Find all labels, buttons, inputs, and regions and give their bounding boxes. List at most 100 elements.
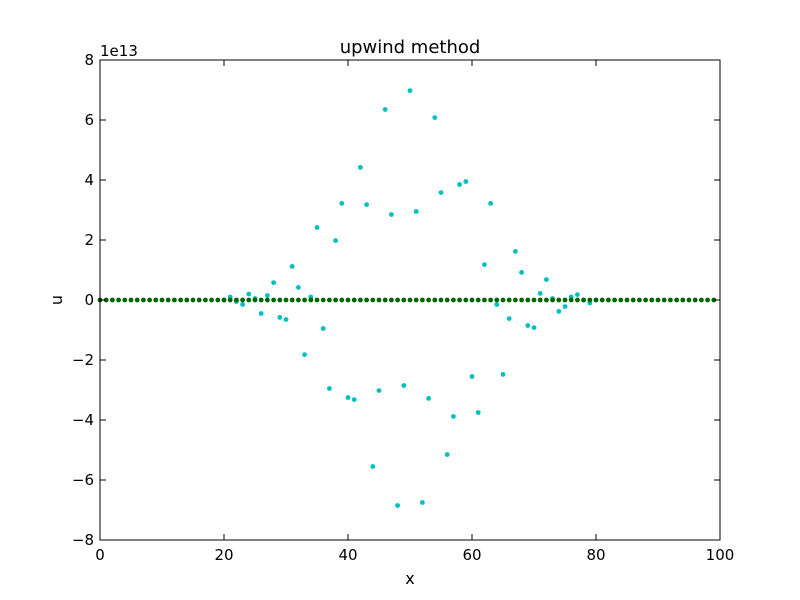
- data-point: [153, 297, 159, 303]
- data-point: [382, 107, 388, 112]
- data-point: [544, 297, 549, 303]
- data-point: [277, 315, 283, 320]
- data-point: [562, 297, 568, 303]
- y-tick-label: 8: [84, 51, 94, 69]
- data-point: [519, 270, 524, 275]
- data-point: [364, 297, 369, 303]
- data-point: [308, 297, 314, 303]
- x-tick-label: 100: [706, 546, 735, 564]
- data-point: [494, 297, 500, 303]
- x-tick-label: 80: [586, 546, 605, 564]
- data-point: [463, 179, 469, 184]
- data-point: [302, 297, 307, 303]
- data-point: [413, 297, 419, 303]
- data-point: [500, 297, 506, 303]
- data-point: [587, 297, 593, 303]
- data-point: [172, 297, 177, 303]
- data-point: [296, 285, 301, 290]
- data-point: [513, 249, 518, 254]
- plot-frame: [99, 59, 721, 541]
- data-point: [457, 182, 462, 187]
- data-point: [221, 297, 227, 303]
- data-point: [159, 297, 165, 303]
- x-axis-title: x: [405, 569, 414, 588]
- data-point: [655, 297, 661, 303]
- data-point: [141, 297, 146, 303]
- data-point: [432, 115, 438, 120]
- data-point: [457, 297, 462, 303]
- data-point: [630, 297, 636, 303]
- y-tick-label: 2: [84, 231, 94, 249]
- data-point: [271, 297, 276, 303]
- y-tick-label: 4: [84, 171, 94, 189]
- data-point: [401, 383, 407, 388]
- data-point: [215, 297, 221, 303]
- data-point: [271, 280, 276, 285]
- data-point: [686, 297, 692, 303]
- data-point: [283, 297, 289, 303]
- data-point: [643, 297, 648, 303]
- data-point: [389, 297, 394, 303]
- data-point: [277, 297, 283, 303]
- data-point: [488, 297, 493, 303]
- data-point: [327, 386, 332, 391]
- data-point: [699, 297, 704, 303]
- data-point: [283, 317, 289, 322]
- data-point: [370, 297, 376, 303]
- data-points: [97, 88, 717, 508]
- data-point: [637, 297, 642, 303]
- data-point: [351, 297, 357, 303]
- data-point: [420, 297, 425, 303]
- y-tick-label: −6: [72, 471, 94, 489]
- y-axis-title: u: [47, 295, 66, 305]
- x-tick-label: 20: [214, 546, 233, 564]
- data-point: [668, 297, 673, 303]
- data-point: [128, 297, 134, 303]
- data-point: [351, 397, 357, 402]
- y-tick-label: −4: [72, 411, 94, 429]
- data-point: [370, 464, 376, 469]
- data-point: [544, 277, 549, 282]
- data-point: [531, 325, 537, 330]
- data-point: [339, 297, 345, 303]
- data-point: [475, 410, 481, 415]
- data-point: [252, 297, 258, 303]
- data-point: [401, 297, 407, 303]
- data-point: [593, 297, 599, 303]
- data-point: [513, 297, 518, 303]
- data-point: [258, 297, 264, 303]
- data-point: [420, 500, 425, 505]
- data-point: [556, 309, 562, 314]
- data-point: [395, 503, 400, 508]
- data-point: [537, 291, 543, 296]
- data-point: [500, 372, 506, 377]
- data-point: [134, 297, 140, 303]
- data-point: [494, 302, 500, 307]
- data-point: [599, 297, 605, 303]
- data-point: [519, 297, 524, 303]
- data-point: [606, 297, 611, 303]
- y-offset-label: 1e13: [100, 42, 138, 60]
- data-point: [581, 297, 586, 303]
- data-point: [438, 297, 444, 303]
- data-point: [147, 297, 153, 303]
- data-point: [575, 297, 580, 303]
- data-point: [389, 212, 394, 217]
- data-point: [413, 209, 419, 214]
- data-point: [531, 297, 537, 303]
- data-point: [661, 297, 667, 303]
- data-point: [246, 291, 252, 297]
- data-point: [451, 297, 456, 303]
- data-point: [314, 225, 320, 230]
- data-point: [234, 297, 239, 303]
- data-point: [289, 264, 295, 269]
- data-point: [178, 297, 184, 303]
- y-tick-label: 0: [84, 291, 94, 309]
- data-point: [376, 297, 382, 303]
- data-point: [364, 202, 369, 208]
- data-point: [333, 297, 338, 303]
- data-point: [184, 297, 190, 303]
- data-point: [376, 388, 382, 393]
- data-point: [227, 297, 233, 303]
